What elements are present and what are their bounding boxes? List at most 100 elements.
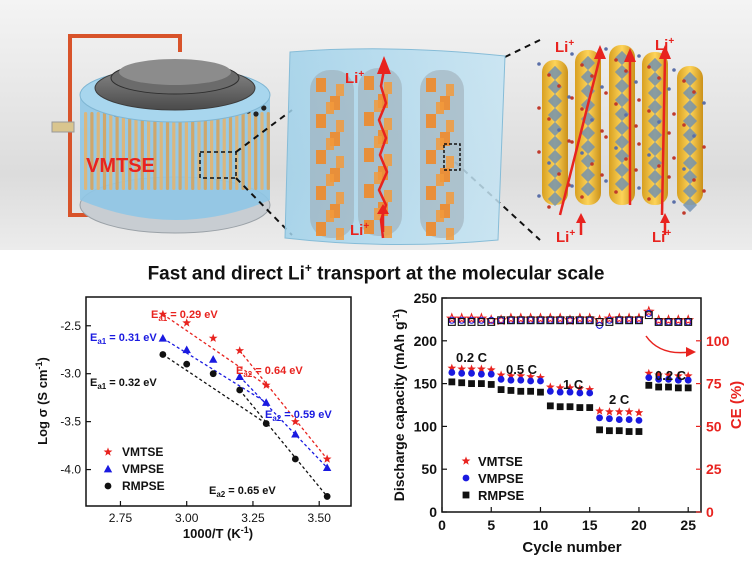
data-point-rmpse: [209, 370, 217, 378]
legend-marker-vmtse: [103, 447, 113, 456]
capacity-point-rmpse: [537, 388, 544, 396]
legend-marker-rmpse: [104, 482, 112, 490]
capacity-point-vmtse: [634, 408, 644, 417]
ce-point-square: [615, 316, 624, 325]
data-point-vmtse: [291, 417, 300, 426]
capacity-point-vmpse: [527, 377, 535, 385]
activation-energy-label: Ea1 = 0.29 eV: [151, 309, 218, 323]
ce-point-square: [566, 316, 574, 325]
ce-point-square: [487, 318, 496, 326]
capacity-point-rmpse: [645, 381, 653, 389]
capacity-point-rmpse: [586, 404, 594, 411]
capacity-point-vmtse: [595, 406, 604, 415]
ce-point-star: [445, 312, 458, 324]
activation-energy-label: Ea2 = 0.59 eV: [265, 409, 332, 423]
cell-label: VMTSE: [86, 155, 155, 177]
rate-x-tick-label: 20: [631, 517, 647, 533]
capacity-point-vmpse: [487, 370, 495, 378]
capacity-point-rmpse: [497, 386, 505, 393]
rate-y-axis-label: Discharge capacity (mAh g-1): [391, 309, 407, 501]
legend-marker-vmpse: [462, 474, 470, 482]
molecular-columns-illustration: Li+ Li+ Li+ Li+: [537, 36, 706, 246]
li-ion-label-mol-3: Li+: [556, 228, 575, 246]
ce-point-square: [684, 318, 693, 326]
rate-y2-tick-label: 75: [706, 376, 722, 392]
arrhenius-legend: VMTSE VMPSE RMPSE: [103, 445, 165, 493]
ce-point-square: [467, 318, 476, 326]
data-point-rmpse: [236, 386, 244, 394]
c-rate-label: 2 C: [609, 392, 630, 407]
capacity-point-vmpse: [596, 414, 603, 422]
capacity-point-rmpse: [477, 380, 485, 387]
rate-x-axis-label: Cycle number: [522, 539, 621, 556]
capacity-point-vmtse: [644, 368, 654, 377]
ce-point-star: [455, 312, 468, 324]
ce-point-square: [477, 318, 486, 326]
capacity-point-vmpse: [674, 376, 682, 384]
li-ion-label-mol-1: Li+: [555, 38, 574, 56]
c-rate-label: 0.2 C: [456, 350, 488, 365]
capacity-point-rmpse: [635, 428, 643, 435]
rate-y-tick-label: 200: [414, 333, 438, 349]
rate-x-tick-label: 25: [680, 517, 696, 533]
rate-legend: VMTSE VMPSE RMPSE: [461, 454, 525, 503]
capacity-point-vmpse: [497, 375, 505, 383]
fit-line-vmtse-2: [239, 350, 328, 460]
ce-point-square: [644, 311, 653, 320]
activation-energy-label: Ea1 = 0.31 eV: [90, 332, 157, 346]
fit-line-vmpse-1: [162, 337, 267, 404]
activation-energy-label: Ea1 = 0.32 eV: [90, 377, 157, 391]
ce-point-square: [546, 316, 555, 325]
data-point-vmtse: [182, 318, 192, 327]
ce-point-star: [465, 312, 478, 324]
capacity-point-vmpse: [625, 416, 633, 423]
rate-y2-tick-label: 25: [706, 461, 722, 477]
ce-point-square: [516, 316, 525, 325]
capacity-point-vmpse: [645, 374, 653, 382]
capacity-point-vmtse: [516, 371, 526, 380]
data-point-vmpse: [209, 355, 218, 363]
data-point-vmpse: [235, 372, 244, 380]
ce-point-square: [447, 318, 456, 326]
capacity-point-vmtse: [486, 365, 496, 374]
capacity-point-rmpse: [468, 380, 475, 387]
capacity-point-vmtse: [605, 407, 614, 416]
capacity-point-vmpse: [477, 370, 485, 378]
legend-label-rmpse: RMPSE: [122, 479, 165, 493]
capacity-point-vmpse: [635, 417, 643, 424]
ce-point-square: [506, 316, 515, 325]
legend-label-vmtse: VMTSE: [478, 454, 523, 469]
capacity-point-vmpse: [507, 376, 515, 384]
capacity-point-rmpse: [655, 383, 663, 391]
capacity-point-rmpse: [665, 383, 672, 391]
capacity-point-vmpse: [684, 376, 692, 384]
capacity-point-rmpse: [674, 384, 682, 392]
rate-y-tick-label: 100: [414, 418, 438, 434]
li-ion-label-mol-2: Li+: [655, 36, 674, 54]
capacity-point-vmpse: [615, 416, 623, 423]
data-point-vmtse: [322, 454, 332, 463]
ce-point-star: [475, 312, 488, 324]
activation-energy-label: Ea2 = 0.65 eV: [209, 485, 276, 499]
ce-axis-arrowhead: [686, 347, 696, 357]
data-point-vmtse: [261, 380, 271, 389]
capacity-point-vmpse: [546, 387, 554, 395]
capacity-point-vmpse: [537, 377, 544, 385]
data-point-vmtse: [158, 309, 168, 318]
li-ion-label-top: Li+: [345, 69, 364, 87]
ce-point-square: [457, 318, 466, 326]
fit-line-vmtse-1: [162, 313, 267, 386]
ce-point-square: [575, 316, 584, 325]
ce-point-square: [595, 318, 604, 326]
capacity-point-vmtse: [683, 371, 693, 380]
rate-y-tick-label: 150: [414, 376, 438, 392]
ce-point-star: [603, 312, 616, 324]
zoom-box: [199, 151, 237, 179]
capacity-point-rmpse: [517, 387, 525, 395]
capacity-point-vmpse: [517, 376, 525, 384]
rate-y2-tick-label: 50: [706, 418, 722, 434]
arrhenius-y-tick-label: -3.5: [60, 415, 81, 429]
capacity-point-vmpse: [448, 369, 456, 376]
ce-point-square: [674, 318, 683, 326]
